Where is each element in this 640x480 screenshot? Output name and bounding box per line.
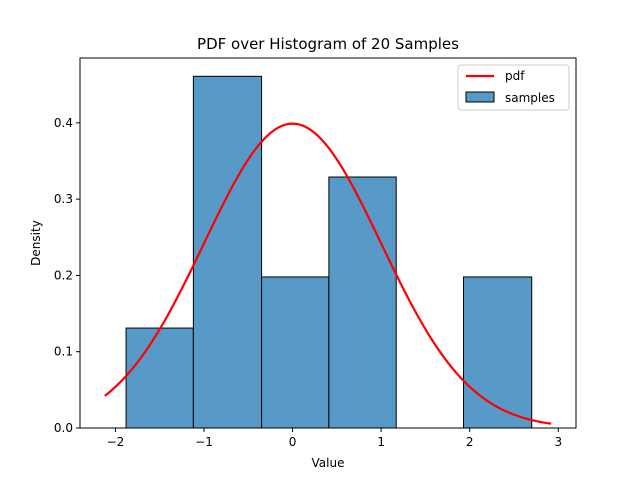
pdf-curve-group [104,122,552,425]
histogram-bar-2 [192,75,263,429]
legend-pdf-label: pdf [505,69,525,83]
legend: pdf samples [457,64,570,111]
x-tick-label: 1 [377,435,385,449]
legend-samples-label: samples [505,91,555,105]
x-axis-label: Value [312,456,345,470]
x-tick-label: 0 [289,435,297,449]
chart-title: PDF over Histogram of 20 Samples [197,35,459,53]
y-tick-label: 0.3 [54,192,73,206]
pdf-curve [104,122,552,425]
x-tick-label: 2 [466,435,474,449]
y-tick-label: 0.4 [54,116,73,130]
histogram-bar-4 [328,176,397,429]
legend-samples-swatch [465,91,495,103]
histogram-bar-3 [261,276,330,429]
y-tick-label: 0.1 [54,345,73,359]
y-axis-label: Density [29,220,43,266]
x-axis-ticks: −2 −1 0 1 2 3 [107,428,562,449]
histogram-bars [125,75,533,429]
y-tick-label: 0.0 [54,421,73,435]
plot-frame [79,57,577,429]
x-tick-label: −1 [195,435,213,449]
y-axis-ticks: 0.0 0.1 0.2 0.3 0.4 [54,116,80,435]
y-tick-label: 0.2 [54,268,73,282]
histogram-bar-6 [463,276,533,429]
histogram-bar-1 [125,327,194,429]
x-tick-label: 3 [554,435,562,449]
x-tick-label: −2 [107,435,125,449]
